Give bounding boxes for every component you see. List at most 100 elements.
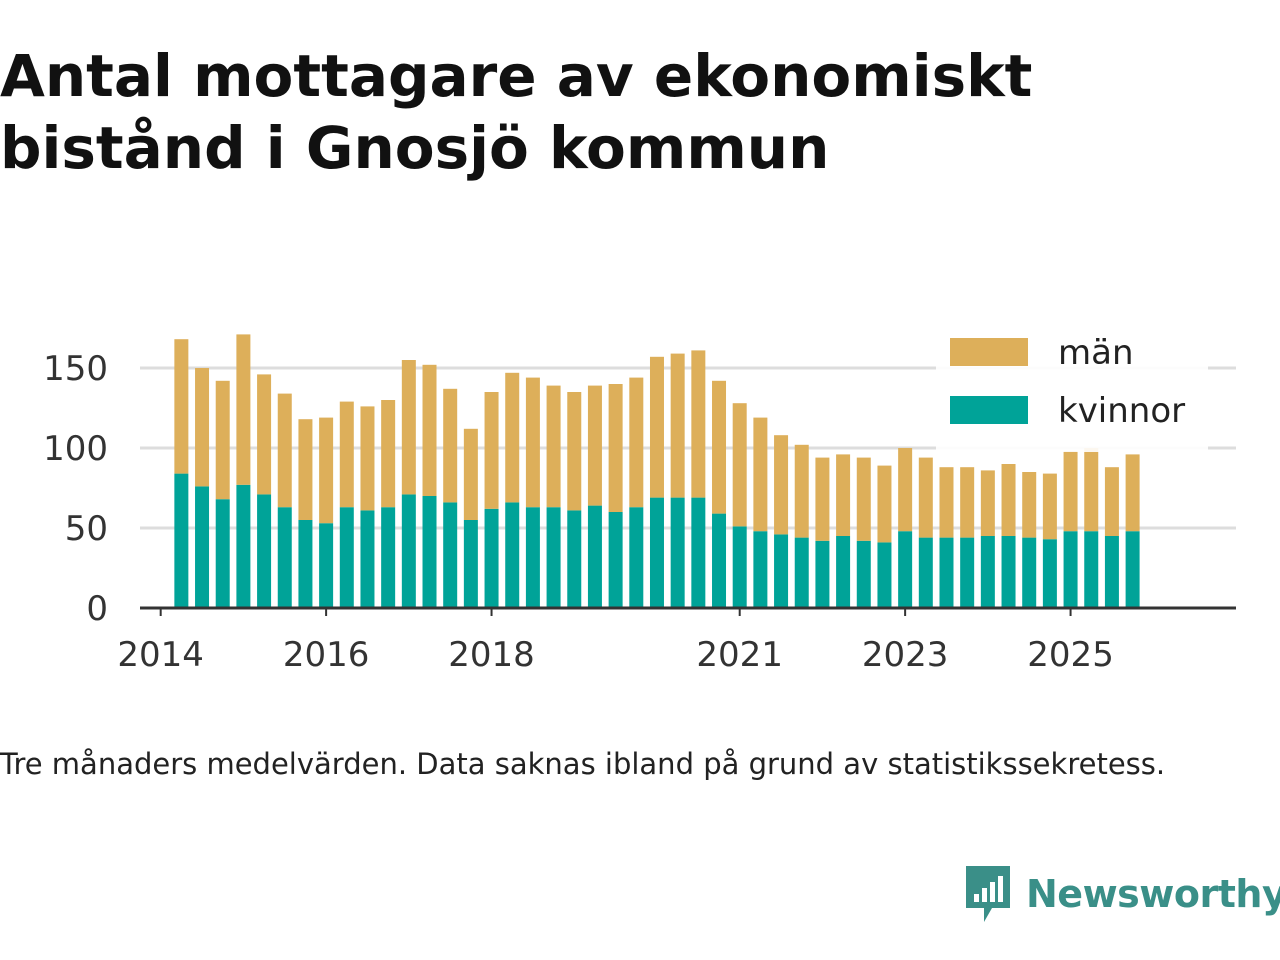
bar-kvinnor xyxy=(298,520,313,608)
bar-man xyxy=(732,403,747,527)
bar-kvinnor xyxy=(401,494,416,608)
bar-kvinnor xyxy=(960,537,975,608)
bar-man xyxy=(608,384,623,512)
newsworthy-logo-icon xyxy=(966,866,1010,922)
legend-swatch xyxy=(950,338,1028,366)
x-tick-label: 2018 xyxy=(448,635,535,675)
bar-kvinnor xyxy=(898,531,913,608)
y-axis-ticks: 0 50 100 150 xyxy=(43,349,108,629)
bar-kvinnor xyxy=(381,507,396,608)
bar-man xyxy=(980,470,995,536)
bar-kvinnor xyxy=(691,497,706,608)
legend: män kvinnor xyxy=(936,326,1208,452)
bar-kvinnor xyxy=(1022,537,1037,608)
bar-kvinnor xyxy=(463,520,478,608)
bar-man xyxy=(939,467,954,538)
bar-kvinnor xyxy=(546,507,561,608)
bar-man xyxy=(463,428,478,520)
bar-kvinnor xyxy=(257,494,272,608)
x-tick-label: 2025 xyxy=(1027,635,1114,675)
bar-kvinnor xyxy=(567,510,582,608)
bar-kvinnor xyxy=(649,497,664,608)
x-tick-label: 2023 xyxy=(862,635,949,675)
bar-kvinnor xyxy=(174,473,189,608)
bar-man xyxy=(525,377,540,508)
bar-man xyxy=(257,374,272,495)
bar-man xyxy=(815,457,830,541)
bar-man xyxy=(691,350,706,498)
bar-kvinnor xyxy=(443,502,458,608)
bar-kvinnor xyxy=(794,537,809,608)
bar-man xyxy=(960,467,975,538)
bar-man xyxy=(1001,464,1016,536)
bar-kvinnor xyxy=(732,526,747,608)
bar-man xyxy=(401,360,416,495)
bar-man xyxy=(484,392,499,509)
bar-man xyxy=(546,385,561,508)
bar-kvinnor xyxy=(525,507,540,608)
bar-man xyxy=(195,368,210,487)
bar-man xyxy=(918,457,933,538)
x-tick-label: 2016 xyxy=(283,635,370,675)
bar-kvinnor xyxy=(1042,539,1057,608)
bar-man xyxy=(898,448,913,532)
bar-man xyxy=(1042,473,1057,540)
bar-man xyxy=(422,364,437,496)
bar-man xyxy=(753,417,768,532)
bar-kvinnor xyxy=(856,540,871,608)
bar-man xyxy=(877,465,892,543)
bar-man xyxy=(587,385,602,506)
bar-man xyxy=(1125,454,1140,532)
bar-man xyxy=(1063,451,1078,532)
bar-kvinnor xyxy=(422,496,437,608)
bar-kvinnor xyxy=(608,512,623,608)
bar-kvinnor xyxy=(877,542,892,608)
bar-kvinnor xyxy=(587,505,602,608)
bar-kvinnor xyxy=(1001,536,1016,608)
y-tick-label: 50 xyxy=(65,509,108,549)
brand-name: Newsworthy xyxy=(1026,872,1280,916)
bar-man xyxy=(836,454,851,536)
bar-kvinnor xyxy=(670,497,685,608)
bar-kvinnor xyxy=(1104,536,1119,608)
bar-man xyxy=(794,444,809,538)
bar-man xyxy=(381,400,396,508)
bar-man xyxy=(629,377,644,508)
bar-kvinnor xyxy=(339,507,354,608)
legend-label: kvinnor xyxy=(1058,391,1185,431)
y-tick-label: 150 xyxy=(43,349,108,389)
x-axis-ticks: 2014 2016 2018 2021 2023 2025 xyxy=(117,608,1114,675)
bar-kvinnor xyxy=(277,507,292,608)
bar-kvinnor xyxy=(836,536,851,608)
bar-kvinnor xyxy=(939,537,954,608)
bar-man xyxy=(443,388,458,503)
bars xyxy=(174,334,1140,608)
bar-man xyxy=(319,417,334,524)
bar-man xyxy=(277,393,292,508)
bar-man xyxy=(670,353,685,498)
bar-man xyxy=(649,356,664,498)
legend-label: män xyxy=(1058,333,1134,373)
bar-kvinnor xyxy=(1063,531,1078,608)
x-tick-label: 2014 xyxy=(117,635,204,675)
chart-caption: Tre månaders medelvärden. Data saknas ib… xyxy=(0,747,1166,781)
y-tick-label: 0 xyxy=(86,589,108,629)
bar-kvinnor xyxy=(236,484,251,608)
bar-man xyxy=(856,457,871,541)
bar-man xyxy=(339,401,354,508)
bar-kvinnor xyxy=(980,536,995,608)
bar-man xyxy=(236,334,251,485)
x-tick-label: 2021 xyxy=(696,635,783,675)
bar-man xyxy=(1084,448,1099,532)
chart-title: Antal mottagare av ekonomiskt bistånd i … xyxy=(0,42,1033,182)
bar-man xyxy=(1022,472,1037,538)
bar-kvinnor xyxy=(629,507,644,608)
bar-kvinnor xyxy=(505,502,520,608)
bar-man xyxy=(174,339,189,474)
bar-man xyxy=(360,406,375,511)
bar-kvinnor xyxy=(1125,531,1140,608)
bar-kvinnor xyxy=(1084,531,1099,608)
bar-man xyxy=(567,392,582,511)
bar-man xyxy=(1104,467,1119,536)
